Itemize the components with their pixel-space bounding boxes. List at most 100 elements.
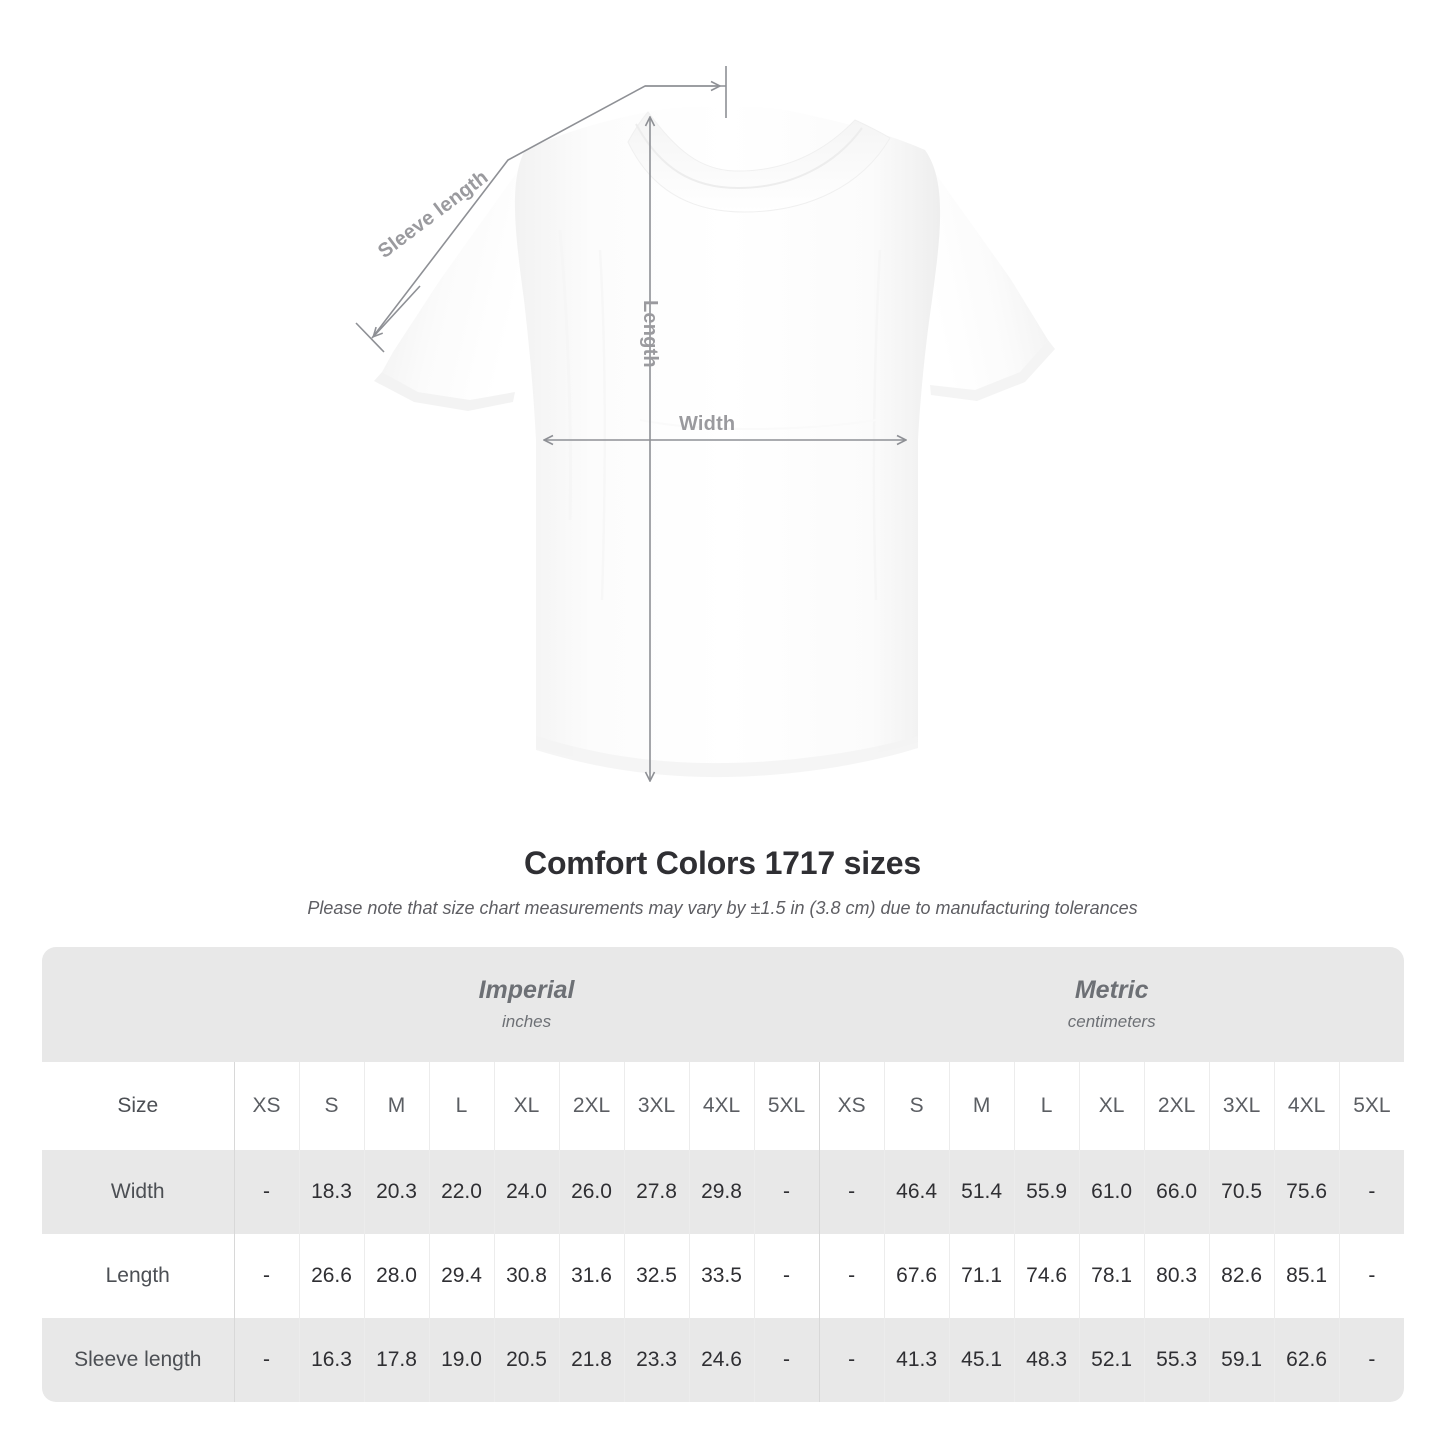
cell-width-imperial-4xl: 29.8 bbox=[689, 1150, 755, 1234]
unit-banner-corner bbox=[42, 947, 234, 1062]
size-header-metric-xl: XL bbox=[1079, 1062, 1145, 1150]
cell-length-imperial-5xl: - bbox=[754, 1234, 820, 1318]
tolerance-note: Please note that size chart measurements… bbox=[307, 898, 1138, 918]
size-header-imperial-xs: XS bbox=[234, 1062, 300, 1150]
page-title: Comfort Colors 1717 sizes bbox=[524, 845, 921, 881]
cell-width-imperial-m: 20.3 bbox=[364, 1150, 430, 1234]
cell-width-metric-2xl: 66.0 bbox=[1144, 1150, 1210, 1234]
cell-width-imperial-xl: 24.0 bbox=[494, 1150, 560, 1234]
cell-width-imperial-2xl: 26.0 bbox=[559, 1150, 625, 1234]
unit-banner-row: Imperial inches Metric centimeters bbox=[42, 947, 1405, 1062]
cell-length-metric-l: 74.6 bbox=[1014, 1234, 1080, 1318]
size-header-metric-3xl: 3XL bbox=[1209, 1062, 1275, 1150]
size-header-metric-xs: XS bbox=[819, 1062, 885, 1150]
tshirt-illustration bbox=[355, 66, 1055, 830]
unit-name: Imperial bbox=[478, 975, 575, 1004]
cell-sleeve-length-metric-m: 45.1 bbox=[949, 1318, 1015, 1402]
cell-sleeve-length-imperial-xl: 20.5 bbox=[494, 1318, 560, 1402]
cell-sleeve-length-imperial-3xl: 23.3 bbox=[624, 1318, 690, 1402]
unit-header-imperial: Imperial inches bbox=[234, 947, 820, 1062]
cell-width-metric-3xl: 70.5 bbox=[1209, 1150, 1275, 1234]
cell-sleeve-length-metric-4xl: 62.6 bbox=[1274, 1318, 1340, 1402]
cell-sleeve-length-imperial-xs: - bbox=[234, 1318, 300, 1402]
title-block: Comfort Colors 1717 sizes Please note th… bbox=[0, 845, 1445, 919]
cell-sleeve-length-imperial-m: 17.8 bbox=[364, 1318, 430, 1402]
cell-width-metric-m: 51.4 bbox=[949, 1150, 1015, 1234]
size-header-imperial-2xl: 2XL bbox=[559, 1062, 625, 1150]
size-header-imperial-3xl: 3XL bbox=[624, 1062, 690, 1150]
cell-sleeve-length-metric-5xl: - bbox=[1339, 1318, 1405, 1402]
size-header-imperial-4xl: 4XL bbox=[689, 1062, 755, 1150]
row-label-sleeve-length: Sleeve length bbox=[42, 1318, 235, 1402]
cell-length-metric-5xl: - bbox=[1339, 1234, 1405, 1318]
cell-width-imperial-l: 22.0 bbox=[429, 1150, 495, 1234]
cell-length-imperial-xl: 30.8 bbox=[494, 1234, 560, 1318]
size-header-imperial-m: M bbox=[364, 1062, 430, 1150]
cell-width-metric-l: 55.9 bbox=[1014, 1150, 1080, 1234]
unit-subtitle: inches bbox=[501, 1012, 552, 1032]
table-row: Width -18.3 20.3 22.0 24.0 26.0 27.8 29.8- -46.4… bbox=[42, 1150, 1405, 1234]
table-row: Sleeve length -16.3 17.8 19.0 20.5 21.8 23.3 24… bbox=[42, 1318, 1405, 1402]
cell-length-metric-2xl: 80.3 bbox=[1144, 1234, 1210, 1318]
size-column-header: Size bbox=[42, 1062, 235, 1150]
size-header-metric-m: M bbox=[949, 1062, 1015, 1150]
cell-length-imperial-3xl: 32.5 bbox=[624, 1234, 690, 1318]
shirt-shape bbox=[374, 106, 1055, 778]
cell-width-imperial-3xl: 27.8 bbox=[624, 1150, 690, 1234]
row-label-length: Length bbox=[42, 1234, 235, 1318]
cell-sleeve-length-metric-l: 48.3 bbox=[1014, 1318, 1080, 1402]
unit-name: Metric bbox=[1074, 975, 1149, 1004]
cell-length-imperial-s: 26.6 bbox=[299, 1234, 365, 1318]
cell-sleeve-length-imperial-l: 19.0 bbox=[429, 1318, 495, 1402]
size-header-metric-l: L bbox=[1014, 1062, 1080, 1150]
cell-sleeve-length-metric-s: 41.3 bbox=[884, 1318, 950, 1402]
cell-length-metric-3xl: 82.6 bbox=[1209, 1234, 1275, 1318]
cell-length-metric-s: 67.6 bbox=[884, 1234, 950, 1318]
cell-length-imperial-m: 28.0 bbox=[364, 1234, 430, 1318]
cell-width-metric-xs: - bbox=[819, 1150, 885, 1234]
size-header-imperial-l: L bbox=[429, 1062, 495, 1150]
cell-width-metric-5xl: - bbox=[1339, 1150, 1405, 1234]
size-header-metric-2xl: 2XL bbox=[1144, 1062, 1210, 1150]
cell-length-imperial-2xl: 31.6 bbox=[559, 1234, 625, 1318]
sleeve-length-tick-bottom bbox=[355, 322, 385, 353]
size-chart-table: Imperial inches Metric centimeters Size XS S M L… bbox=[42, 947, 1405, 1402]
size-chart-table-wrapper: Imperial inches Metric centimeters Size XS S M L… bbox=[42, 947, 1405, 1402]
cell-length-metric-xs: - bbox=[819, 1234, 885, 1318]
cell-sleeve-length-metric-xl: 52.1 bbox=[1079, 1318, 1145, 1402]
cell-width-metric-xl: 61.0 bbox=[1079, 1150, 1145, 1234]
tshirt-measurement-diagram: Sleeve length Length Width bbox=[355, 66, 1055, 830]
size-header-imperial-xl: XL bbox=[494, 1062, 560, 1150]
cell-sleeve-length-imperial-5xl: - bbox=[754, 1318, 820, 1402]
cell-width-metric-4xl: 75.6 bbox=[1274, 1150, 1340, 1234]
size-header-metric-4xl: 4XL bbox=[1274, 1062, 1340, 1150]
cell-width-imperial-s: 18.3 bbox=[299, 1150, 365, 1234]
cell-length-imperial-xs: - bbox=[234, 1234, 300, 1318]
cell-width-imperial-xs: - bbox=[234, 1150, 300, 1234]
size-header-imperial-5xl: 5XL bbox=[754, 1062, 820, 1150]
cell-width-imperial-5xl: - bbox=[754, 1150, 820, 1234]
length-label: Length bbox=[639, 300, 661, 368]
cell-sleeve-length-imperial-2xl: 21.8 bbox=[559, 1318, 625, 1402]
cell-length-metric-m: 71.1 bbox=[949, 1234, 1015, 1318]
unit-subtitle: centimeters bbox=[1067, 1012, 1156, 1032]
size-header-metric-5xl: 5XL bbox=[1339, 1062, 1405, 1150]
row-label-width: Width bbox=[42, 1150, 235, 1234]
cell-sleeve-length-metric-3xl: 59.1 bbox=[1209, 1318, 1275, 1402]
width-label: Width bbox=[679, 413, 736, 435]
cell-length-metric-xl: 78.1 bbox=[1079, 1234, 1145, 1318]
cell-sleeve-length-imperial-s: 16.3 bbox=[299, 1318, 365, 1402]
table-row: Length -26.6 28.0 29.4 30.8 31.6 32.5 33.5- -67.… bbox=[42, 1234, 1405, 1318]
cell-length-metric-4xl: 85.1 bbox=[1274, 1234, 1340, 1318]
cell-length-imperial-l: 29.4 bbox=[429, 1234, 495, 1318]
size-header-metric-s: S bbox=[884, 1062, 950, 1150]
cell-sleeve-length-imperial-4xl: 24.6 bbox=[689, 1318, 755, 1402]
measurement-lines bbox=[355, 66, 905, 780]
cell-sleeve-length-metric-2xl: 55.3 bbox=[1144, 1318, 1210, 1402]
cell-width-metric-s: 46.4 bbox=[884, 1150, 950, 1234]
cell-length-imperial-4xl: 33.5 bbox=[689, 1234, 755, 1318]
cell-sleeve-length-metric-xs: - bbox=[819, 1318, 885, 1402]
unit-header-metric: Metric centimeters bbox=[819, 947, 1405, 1062]
size-header-imperial-s: S bbox=[299, 1062, 365, 1150]
size-header-row: Size XS S M L XL 2XL 3XL 4XL 5XL XS S M L XL 2XL 3XL 4XL 5… bbox=[42, 1062, 1405, 1150]
